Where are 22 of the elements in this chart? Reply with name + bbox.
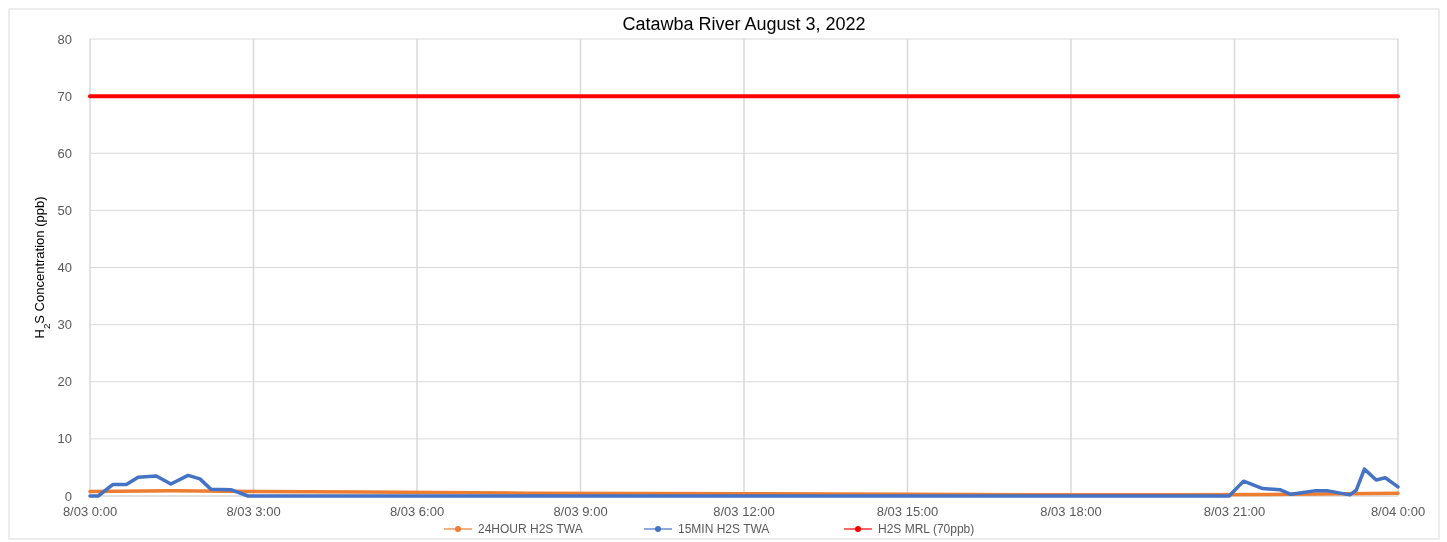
- y-tick-label: 40: [57, 260, 72, 276]
- x-tick-label: 8/04 0:00: [1370, 504, 1426, 519]
- y-tick-label: 50: [57, 202, 72, 218]
- y-tick-label: 80: [57, 31, 72, 47]
- y-tick-label: 0: [64, 488, 72, 504]
- x-tick-label: 8/03 9:00: [553, 504, 608, 519]
- y-tick-label: 70: [57, 88, 72, 104]
- x-tick-label: 8/03 0:00: [62, 504, 118, 519]
- x-tick-label: 8/03 18:00: [1040, 504, 1102, 519]
- x-tick-label: 8/03 3:00: [226, 504, 281, 519]
- legend-label: H2S MRL (70ppb): [878, 522, 975, 536]
- y-tick-label: 20: [57, 374, 72, 390]
- x-tick-label: 8/03 15:00: [876, 504, 939, 519]
- legend-label: 15MIN H2S TWA: [678, 522, 770, 536]
- legend-label: 24HOUR H2S TWA: [478, 522, 583, 536]
- x-tick-label: 8/03 6:00: [389, 504, 445, 519]
- x-tick-label: 8/03 12:00: [713, 504, 775, 519]
- chart-title: Catawba River August 3, 2022: [622, 14, 866, 34]
- x-tick-label: 8/03 21:00: [1203, 504, 1266, 519]
- y-tick-label: 30: [57, 317, 72, 333]
- y-tick-label: 60: [57, 145, 72, 161]
- y-tick-label: 10: [57, 431, 72, 447]
